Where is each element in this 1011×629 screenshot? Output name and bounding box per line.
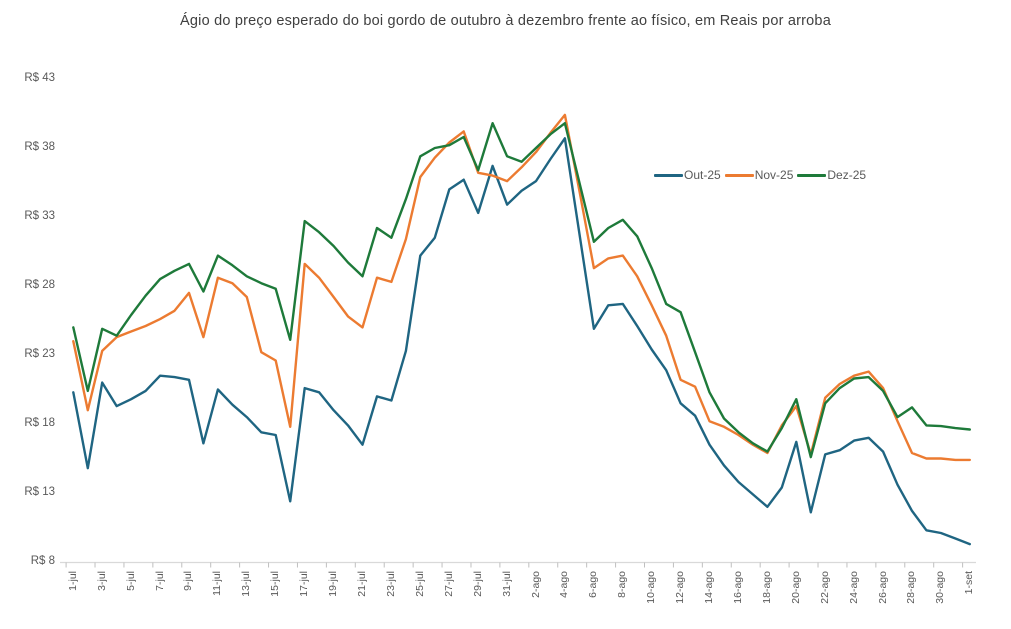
- y-axis-label: R$ 38: [24, 141, 55, 153]
- legend-swatch-out-25: [654, 173, 683, 177]
- x-axis-label: 8-ago: [616, 571, 629, 598]
- x-axis-label: 26-ago: [876, 571, 889, 604]
- x-axis-label: 17-jul: [298, 571, 311, 597]
- x-axis-label: 7-jul: [153, 571, 166, 591]
- x-axis-label: 1-set: [963, 571, 976, 595]
- x-axis-label: 6-ago: [587, 571, 600, 598]
- x-axis-label: 1-jul: [66, 571, 79, 591]
- x-axis-label: 23-jul: [384, 571, 397, 597]
- x-axis-label: 18-ago: [760, 571, 773, 604]
- y-axis-label: R$ 28: [24, 279, 55, 291]
- x-axis-label: 27-jul: [442, 571, 455, 597]
- x-axis-label: 29-jul: [471, 571, 484, 597]
- legend-label: Nov-25: [754, 168, 794, 182]
- x-axis-label: 30-ago: [934, 571, 947, 604]
- x-axis-label: 25-jul: [413, 571, 426, 597]
- series-line-out-25: [72, 137, 971, 546]
- legend-label: Out-25: [684, 168, 721, 182]
- legend-item-nov-25: Nov-25: [724, 168, 794, 182]
- x-axis-label: 19-jul: [327, 571, 340, 597]
- y-axis-label: R$ 18: [24, 417, 55, 429]
- x-axis-label: 13-jul: [240, 571, 253, 597]
- x-axis-label: 21-jul: [356, 571, 368, 597]
- x-axis-label: 9-jul: [182, 571, 195, 591]
- legend-swatch-dez-25: [797, 173, 827, 177]
- x-axis-label: 5-jul: [124, 571, 137, 591]
- x-axis-label: 16-ago: [731, 571, 744, 604]
- y-axis-label: R$ 23: [24, 348, 55, 360]
- legend-label: Dez-25: [827, 168, 867, 182]
- x-axis-label: 14-ago: [703, 571, 716, 604]
- x-axis-label: 20-ago: [789, 571, 802, 604]
- series-line-dez-25: [72, 121, 971, 459]
- x-axis-label: 28-ago: [905, 571, 918, 604]
- x-axis-label: 4-ago: [558, 571, 571, 598]
- y-axis-label: R$ 43: [24, 72, 55, 84]
- chart-title: Ágio do preço esperado do boi gordo de o…: [180, 13, 831, 29]
- series-line-nov-25: [72, 113, 971, 462]
- x-axis-label: 22-ago: [818, 571, 831, 604]
- y-axis-label: R$ 13: [24, 486, 55, 498]
- x-axis-label: 24-ago: [847, 571, 860, 604]
- legend-swatch-nov-25: [724, 173, 754, 177]
- legend-item-dez-25: Dez-25: [797, 168, 866, 182]
- x-axis-label: 11-jul: [211, 571, 224, 596]
- x-axis-label: 12-ago: [674, 571, 687, 604]
- legend-item-out-25: Out-25: [654, 168, 721, 182]
- x-axis-label: 10-ago: [645, 571, 658, 604]
- y-axis-label: R$ 33: [24, 210, 55, 222]
- legend: Out-25 Nov-25 Dez-25: [654, 168, 868, 182]
- x-axis-label: 31-jul: [500, 571, 513, 597]
- y-axis-label: R$ 8: [30, 555, 55, 567]
- x-axis-label: 2-ago: [529, 571, 542, 598]
- x-axis-label: 15-jul: [269, 571, 282, 597]
- x-axis-label: 3-jul: [95, 571, 108, 591]
